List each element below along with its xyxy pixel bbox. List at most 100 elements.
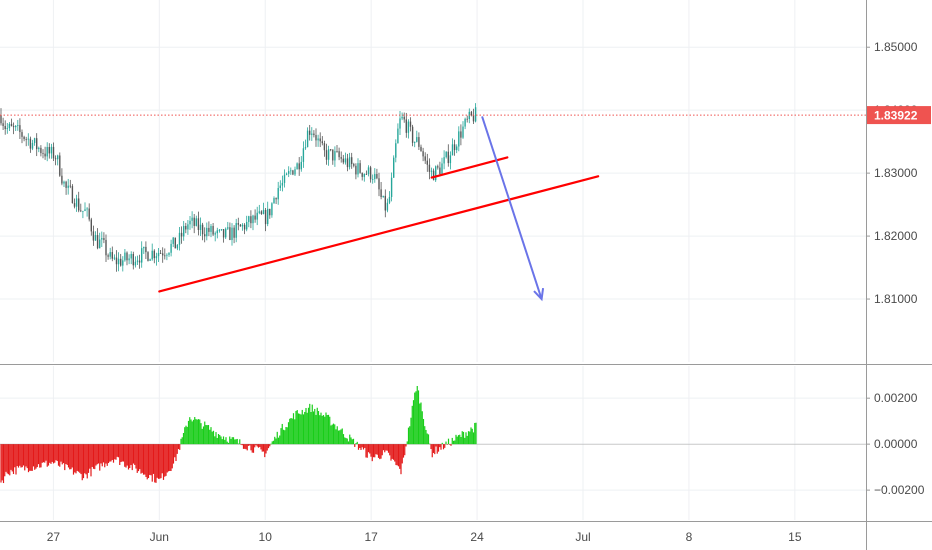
candle-body (42, 153, 44, 154)
histogram-bar (327, 414, 330, 445)
price-y-tick-label: 1.81000 (874, 292, 918, 306)
histogram-bar (174, 444, 176, 458)
histogram-bar (361, 444, 363, 448)
candle-body (178, 232, 181, 245)
candle-body (155, 256, 158, 259)
histogram-bar (194, 417, 196, 445)
histogram-bar (342, 434, 345, 445)
candle-body (2, 123, 4, 127)
histogram-bar (110, 444, 112, 462)
histogram-bar (166, 444, 168, 473)
histogram-bar (256, 444, 258, 447)
candle-body (120, 258, 122, 266)
histogram-bar (162, 444, 165, 480)
candle-body (115, 257, 118, 265)
candle-body (243, 224, 246, 230)
histogram-bar (76, 444, 78, 471)
candle-body (353, 164, 355, 166)
histogram-bar (277, 437, 280, 445)
histogram-bar (270, 443, 272, 445)
histogram-bar (471, 428, 473, 445)
candle-body (262, 209, 265, 214)
candle-body (111, 252, 113, 259)
candle-body (189, 220, 191, 225)
histogram-bar (132, 444, 135, 464)
candle-body (180, 232, 183, 237)
candle-body (359, 163, 361, 173)
candle-body (422, 151, 424, 157)
histogram-bar (380, 444, 382, 459)
histogram-bar (350, 437, 352, 445)
histogram-bar (66, 444, 68, 465)
candle-body (260, 211, 263, 214)
histogram-bar (334, 424, 336, 445)
histogram-bar (150, 444, 152, 476)
histogram-bar (205, 425, 207, 445)
histogram-bar (9, 444, 11, 476)
histogram-bar (151, 444, 153, 482)
candle-body (126, 252, 128, 261)
histogram-bar (2, 444, 5, 484)
histogram-bar (129, 444, 131, 469)
candle-body (428, 164, 431, 172)
candle-body (298, 163, 300, 170)
histogram-bar (117, 444, 120, 458)
histogram-bar (34, 444, 36, 470)
candle-body (416, 137, 418, 142)
histogram-bar (255, 444, 257, 446)
candle-body (71, 186, 74, 204)
histogram-bar (259, 444, 261, 448)
histogram-bar (280, 428, 282, 445)
candle-body (393, 157, 395, 178)
histogram-bar (89, 444, 91, 469)
histogram-bar (262, 444, 265, 452)
histogram-bar (274, 436, 276, 445)
histogram-bar (459, 434, 461, 445)
candle-body (386, 202, 389, 211)
candle-body (395, 143, 397, 158)
candle-body (90, 219, 92, 232)
histogram-bar (351, 439, 353, 445)
histogram-bar (405, 444, 407, 447)
trendline (158, 175, 600, 293)
candle-body (166, 254, 168, 256)
histogram-bar (390, 444, 392, 461)
candle-body (321, 141, 323, 144)
histogram-bar (264, 444, 266, 458)
x-tick-label: Jul (575, 530, 590, 544)
histogram-bar (366, 444, 368, 458)
histogram-bar (434, 444, 436, 455)
histogram-bar (314, 408, 316, 445)
histogram-bar (116, 444, 118, 457)
candle-body (193, 217, 195, 226)
price-y-tick-label: 1.83000 (874, 166, 918, 180)
histogram-bar (407, 427, 410, 445)
candle-body (418, 137, 420, 147)
histogram-bar (247, 444, 250, 446)
candle-body (174, 237, 176, 249)
candle-body (474, 107, 477, 122)
histogram-bar (199, 419, 201, 445)
candle-body (25, 139, 27, 140)
histogram-bar (430, 444, 432, 450)
histogram-bar (41, 444, 43, 463)
histogram-bar (447, 438, 450, 445)
candle-body (313, 133, 315, 136)
histogram-bar (112, 444, 115, 463)
histogram-bar (55, 444, 57, 461)
histogram-bar (180, 438, 182, 445)
histogram-bar (126, 444, 128, 466)
candle-body (36, 138, 38, 150)
candle-body (206, 227, 208, 237)
histogram-bar (7, 444, 10, 475)
histogram-bar (257, 444, 260, 448)
histogram-bar (59, 444, 61, 467)
histogram-bar (197, 419, 200, 445)
candle-body (113, 257, 116, 259)
histogram-bar (57, 444, 60, 466)
histogram-bar (146, 444, 148, 480)
histogram-bar (225, 437, 227, 445)
candle-body (248, 216, 250, 222)
histogram-bar (186, 426, 188, 445)
histogram-bar (56, 444, 58, 462)
